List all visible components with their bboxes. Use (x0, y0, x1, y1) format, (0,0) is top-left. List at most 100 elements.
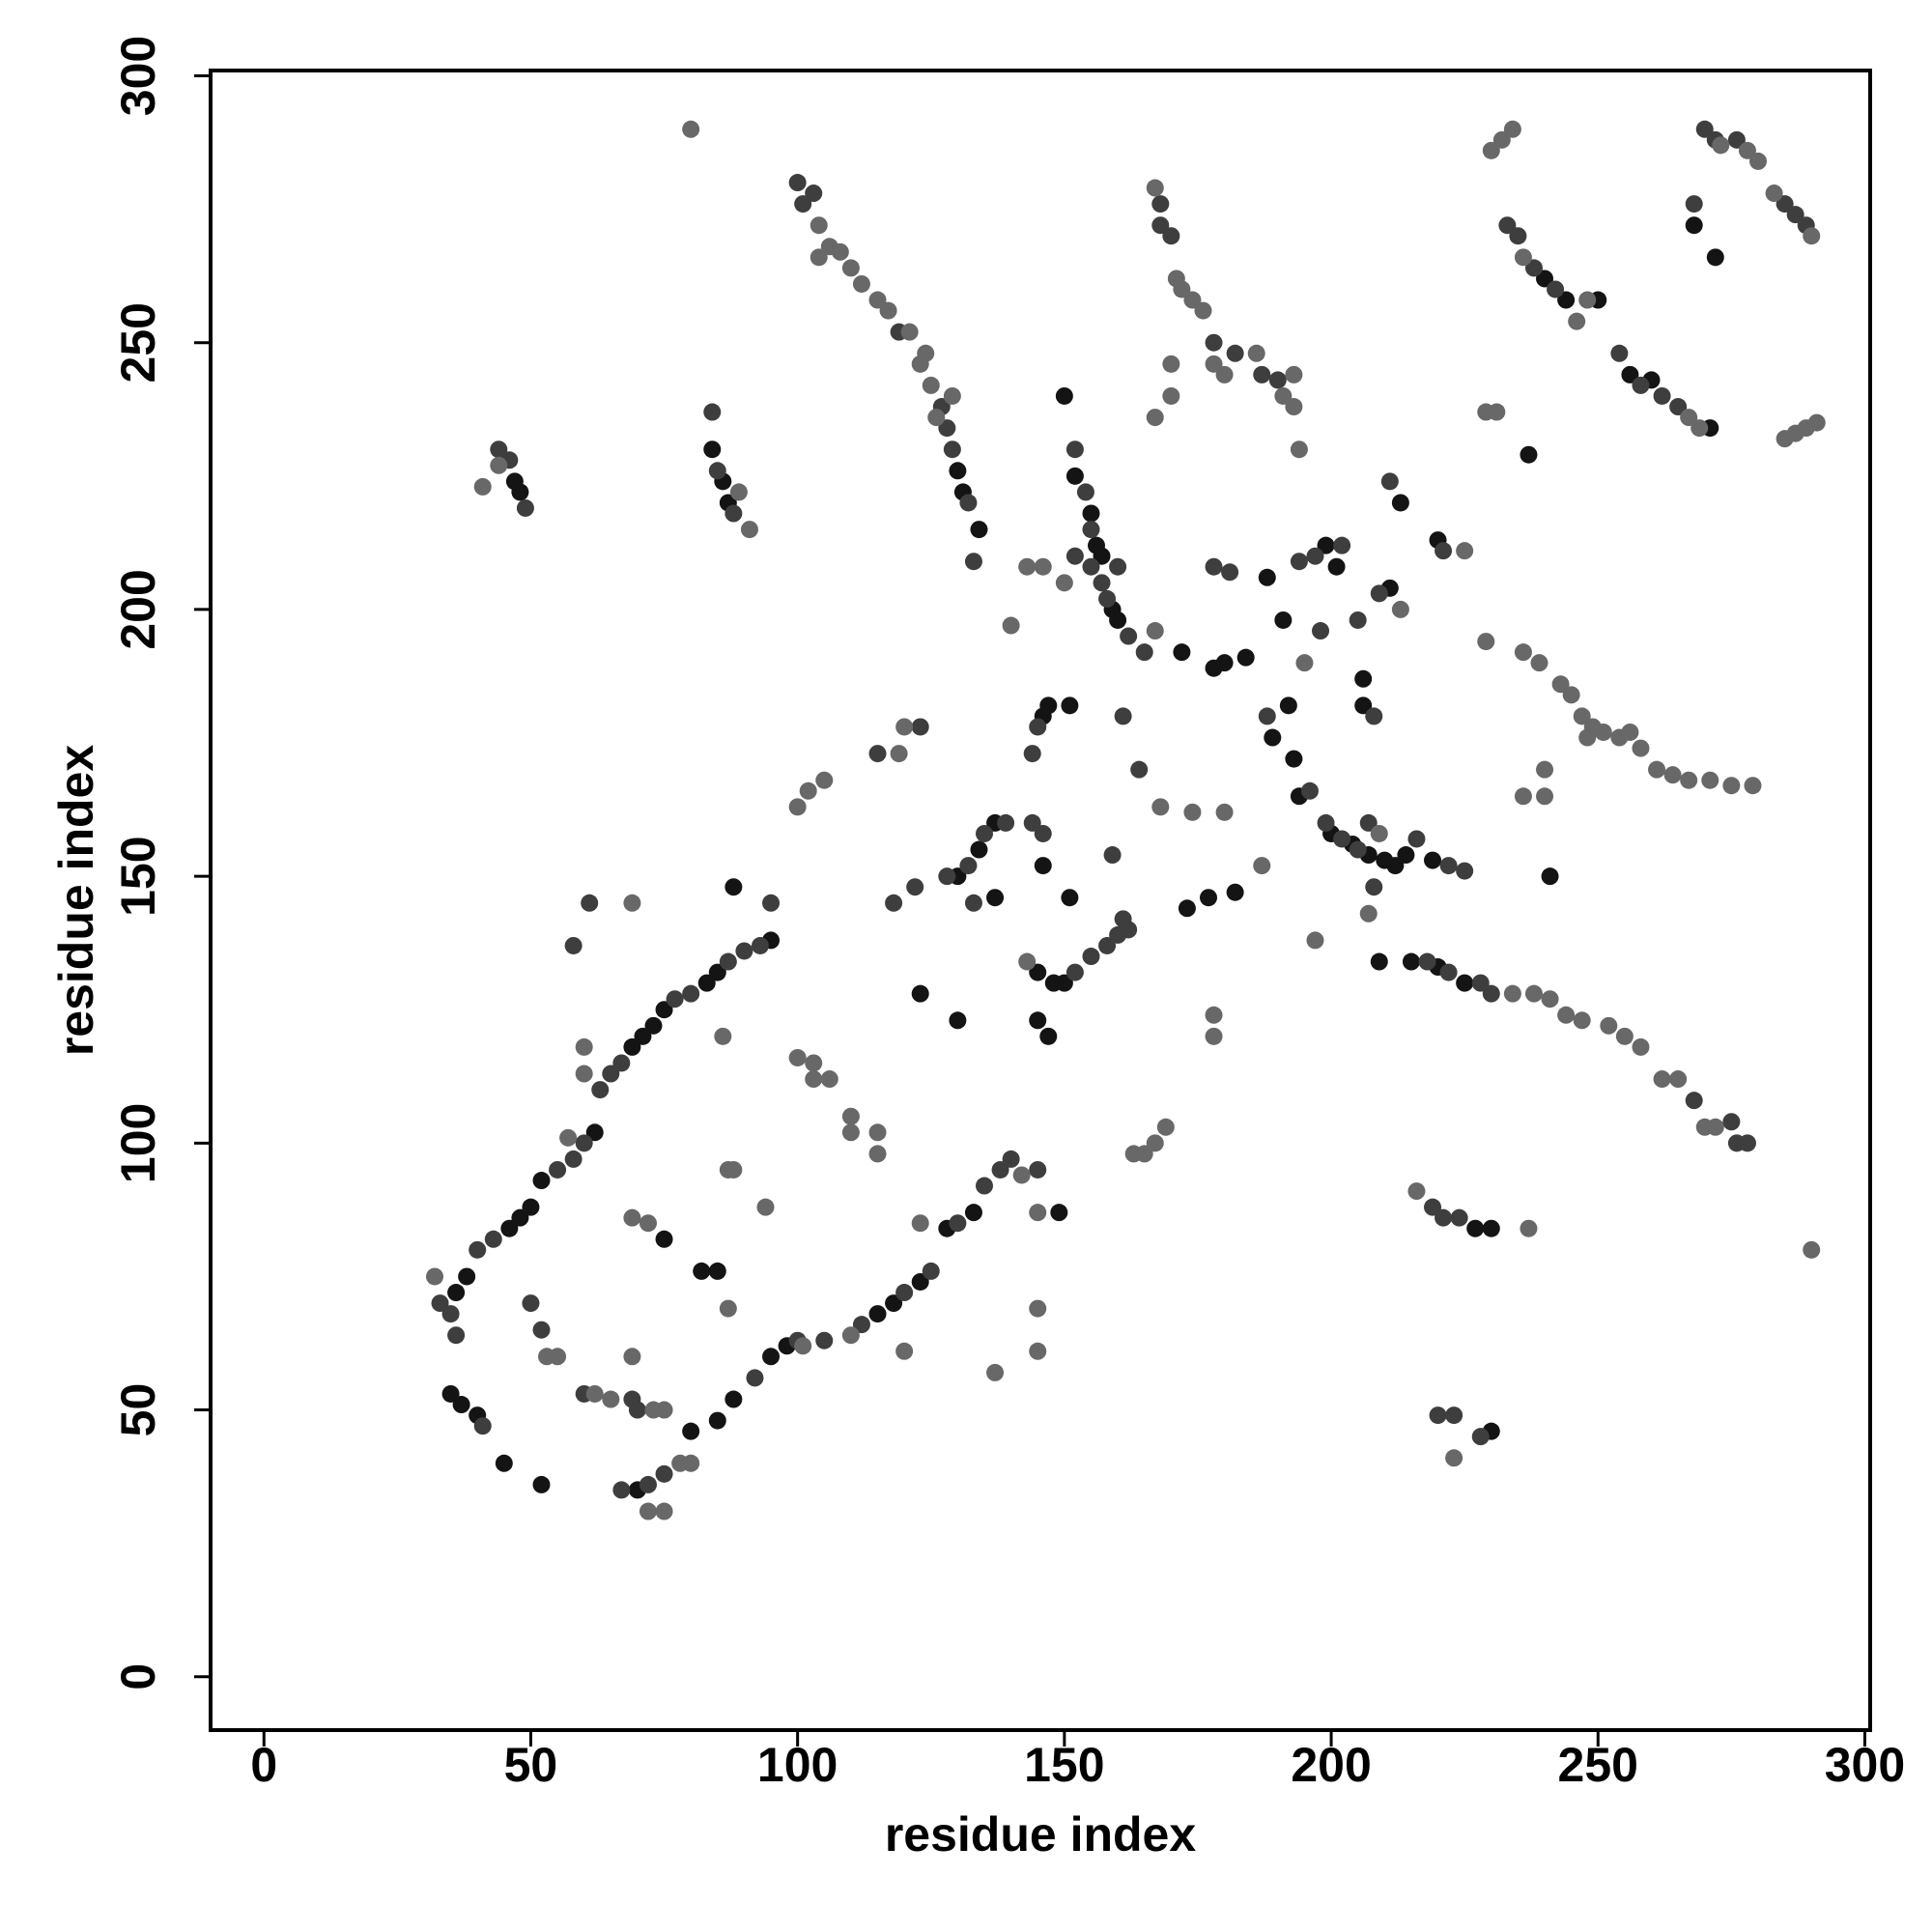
point (852, 1316, 870, 1334)
point (1082, 504, 1100, 523)
point (602, 1065, 620, 1083)
point (986, 1363, 1005, 1381)
x-tick-label: 300 (1825, 1738, 1905, 1792)
point (1162, 227, 1180, 245)
point (1082, 521, 1100, 539)
point (922, 376, 940, 394)
point (1706, 1118, 1724, 1136)
point (1065, 467, 1084, 485)
point (1669, 1070, 1688, 1089)
point (1445, 1449, 1463, 1467)
point (1456, 862, 1474, 880)
y-tick-label: 250 (111, 302, 165, 383)
point (447, 1284, 466, 1302)
point (1065, 963, 1084, 981)
point (735, 942, 753, 960)
point (1034, 557, 1052, 576)
point (703, 403, 722, 421)
point (708, 1262, 726, 1280)
point (1466, 1219, 1485, 1237)
point (1520, 1219, 1538, 1237)
point (1002, 616, 1020, 635)
point (1018, 557, 1037, 576)
point (447, 1326, 466, 1345)
point (1706, 248, 1724, 267)
point (810, 216, 828, 235)
point (1685, 216, 1703, 235)
point (708, 462, 726, 480)
y-tick-label: 200 (111, 569, 165, 649)
point (1093, 574, 1111, 592)
point (1509, 227, 1527, 245)
point (1568, 312, 1586, 330)
point (1146, 622, 1164, 640)
point (628, 1401, 646, 1419)
point (997, 813, 1015, 832)
plot-frame (209, 69, 1872, 1732)
point (703, 440, 722, 459)
point (1803, 227, 1821, 245)
point (991, 1160, 1009, 1179)
point (1365, 707, 1383, 725)
point (559, 1128, 578, 1147)
point (841, 1123, 860, 1142)
point (1370, 952, 1388, 971)
point (1300, 781, 1319, 800)
point (794, 1337, 812, 1355)
point (1439, 963, 1458, 981)
point (1295, 654, 1314, 672)
point (911, 1214, 929, 1233)
point (1354, 696, 1373, 715)
point (1178, 899, 1196, 918)
point (697, 974, 716, 992)
point (1029, 1160, 1047, 1179)
point (724, 878, 743, 896)
point (452, 1396, 470, 1414)
point (852, 274, 870, 293)
point (623, 894, 641, 912)
point (1215, 803, 1234, 821)
point (1151, 798, 1170, 816)
point (511, 1208, 529, 1227)
point (1482, 984, 1500, 1003)
point (815, 1331, 834, 1350)
y-tick-label: 150 (111, 836, 165, 916)
point (1205, 557, 1223, 576)
point (1183, 803, 1202, 821)
point (1236, 648, 1255, 667)
point (623, 1348, 641, 1366)
point (1557, 1006, 1576, 1024)
point (1600, 1016, 1618, 1035)
point (1503, 984, 1521, 1003)
point (549, 1348, 567, 1366)
point (639, 1475, 657, 1493)
point (1541, 990, 1559, 1009)
point (1722, 1113, 1741, 1131)
point (1055, 574, 1073, 592)
point (1562, 686, 1580, 704)
point (1786, 206, 1804, 224)
point (1536, 760, 1554, 779)
point (868, 1305, 887, 1323)
point (841, 259, 860, 277)
point (655, 1401, 673, 1419)
point (831, 242, 849, 261)
point (612, 1054, 631, 1072)
point (1029, 1299, 1047, 1318)
point (1109, 557, 1127, 576)
point (820, 1070, 838, 1089)
point (1680, 771, 1698, 789)
point (549, 1160, 567, 1179)
point (1268, 371, 1287, 389)
point (1146, 409, 1164, 427)
point (1333, 536, 1351, 554)
point (1120, 627, 1138, 645)
point (1648, 760, 1666, 779)
point (1380, 472, 1399, 491)
x-axis-title: residue index (885, 1807, 1197, 1861)
point (1424, 851, 1442, 869)
point (1695, 120, 1714, 138)
point (1065, 547, 1084, 565)
point (1748, 152, 1767, 170)
point (1370, 824, 1388, 842)
